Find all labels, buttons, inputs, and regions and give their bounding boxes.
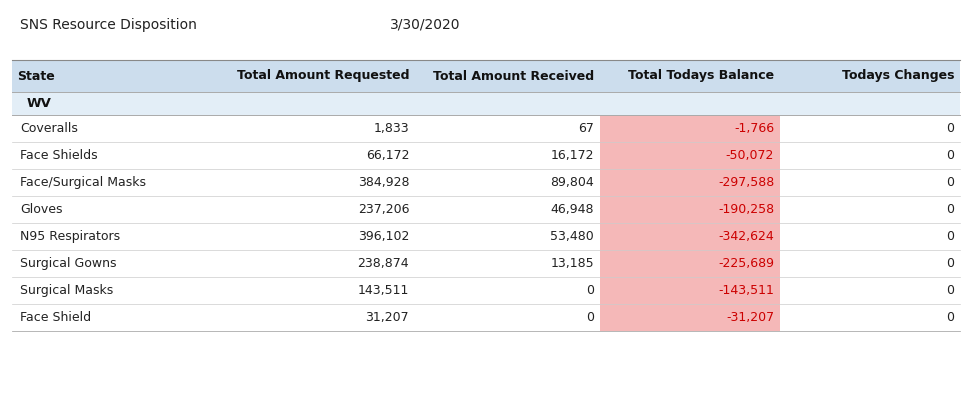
Text: Surgical Gowns: Surgical Gowns xyxy=(20,257,116,270)
Text: 0: 0 xyxy=(946,311,955,324)
Text: 1,833: 1,833 xyxy=(374,122,409,135)
Text: WV: WV xyxy=(26,97,52,110)
Text: 31,207: 31,207 xyxy=(366,311,409,324)
Text: -31,207: -31,207 xyxy=(726,311,774,324)
Bar xyxy=(12,60,960,92)
Text: State: State xyxy=(17,70,55,83)
Text: Total Todays Balance: Total Todays Balance xyxy=(628,70,774,83)
Bar xyxy=(600,196,780,223)
Text: 0: 0 xyxy=(587,311,594,324)
Text: 238,874: 238,874 xyxy=(357,257,409,270)
Text: N95 Respirators: N95 Respirators xyxy=(20,230,120,243)
Text: 13,185: 13,185 xyxy=(550,257,594,270)
Text: Gloves: Gloves xyxy=(20,203,62,216)
Text: 0: 0 xyxy=(946,203,955,216)
Text: 67: 67 xyxy=(578,122,594,135)
Text: Total Amount Requested: Total Amount Requested xyxy=(236,70,409,83)
Text: 66,172: 66,172 xyxy=(366,149,409,162)
Text: 16,172: 16,172 xyxy=(550,149,594,162)
Bar xyxy=(12,250,960,277)
Text: Todays Changes: Todays Changes xyxy=(841,70,955,83)
Text: 143,511: 143,511 xyxy=(358,284,409,297)
Text: -342,624: -342,624 xyxy=(718,230,774,243)
Bar xyxy=(600,250,780,277)
Text: -297,588: -297,588 xyxy=(718,176,774,189)
Text: Surgical Masks: Surgical Masks xyxy=(20,284,113,297)
Text: Coveralls: Coveralls xyxy=(20,122,78,135)
Text: 46,948: 46,948 xyxy=(550,203,594,216)
Text: 0: 0 xyxy=(946,230,955,243)
Bar xyxy=(600,223,780,250)
Text: -143,511: -143,511 xyxy=(718,284,774,297)
Text: 0: 0 xyxy=(946,122,955,135)
Bar xyxy=(600,142,780,169)
Text: -50,072: -50,072 xyxy=(726,149,774,162)
Text: -1,766: -1,766 xyxy=(734,122,774,135)
Text: -225,689: -225,689 xyxy=(718,257,774,270)
Text: 237,206: 237,206 xyxy=(357,203,409,216)
Text: 53,480: 53,480 xyxy=(550,230,594,243)
Text: 0: 0 xyxy=(946,284,955,297)
Text: -190,258: -190,258 xyxy=(718,203,774,216)
Bar xyxy=(12,277,960,304)
Text: Face Shields: Face Shields xyxy=(20,149,98,162)
Bar xyxy=(600,277,780,304)
Bar xyxy=(600,304,780,331)
Bar xyxy=(12,196,960,223)
Text: 89,804: 89,804 xyxy=(550,176,594,189)
Bar xyxy=(12,169,960,196)
Text: Total Amount Received: Total Amount Received xyxy=(433,70,594,83)
Text: 0: 0 xyxy=(946,149,955,162)
Text: Face Shield: Face Shield xyxy=(20,311,91,324)
Text: 384,928: 384,928 xyxy=(357,176,409,189)
Bar xyxy=(12,92,960,115)
Text: 396,102: 396,102 xyxy=(358,230,409,243)
Text: 3/30/2020: 3/30/2020 xyxy=(390,18,461,32)
Text: Face/Surgical Masks: Face/Surgical Masks xyxy=(20,176,145,189)
Text: SNS Resource Disposition: SNS Resource Disposition xyxy=(20,18,197,32)
Bar xyxy=(12,142,960,169)
Bar xyxy=(12,223,960,250)
Text: 0: 0 xyxy=(946,176,955,189)
Bar xyxy=(600,115,780,142)
Text: 0: 0 xyxy=(587,284,594,297)
Bar xyxy=(12,115,960,142)
Bar xyxy=(600,169,780,196)
Text: 0: 0 xyxy=(946,257,955,270)
Bar xyxy=(12,304,960,331)
